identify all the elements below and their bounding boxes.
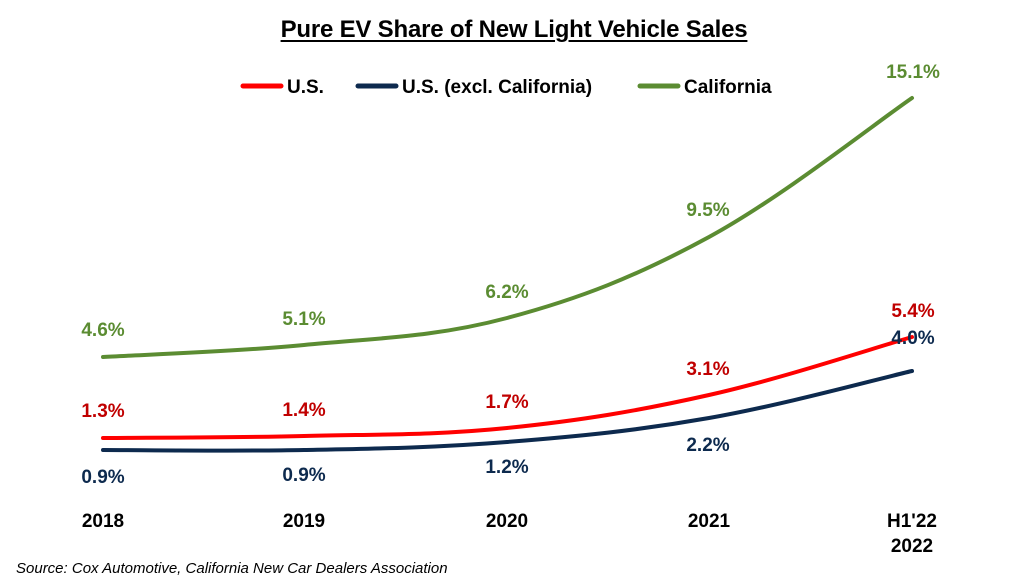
series-line-us-excl-ca xyxy=(101,369,914,453)
data-label-california: 15.1% xyxy=(886,62,940,83)
data-label-us: 5.4% xyxy=(891,301,934,322)
legend-label-us: U.S. xyxy=(287,77,324,98)
data-label-us: 1.4% xyxy=(282,400,325,421)
data-label-california: 6.2% xyxy=(485,282,528,303)
legend-label-california: California xyxy=(684,77,772,98)
data-label-us-excl-ca: 0.9% xyxy=(81,467,124,488)
x-tick-label: 2019 xyxy=(283,511,325,532)
data-label-california: 4.6% xyxy=(81,320,124,341)
data-label-us: 1.7% xyxy=(485,392,528,413)
data-label-us-excl-ca: 4.0% xyxy=(891,328,934,349)
data-label-us-excl-ca: 1.2% xyxy=(485,457,528,478)
x-tick-label: 2021 xyxy=(688,511,731,532)
x-tick-label: H1'22 2022 xyxy=(887,511,937,557)
data-label-us: 3.1% xyxy=(686,359,729,380)
data-label-us-excl-ca: 2.2% xyxy=(686,435,729,456)
series-line-california xyxy=(101,96,914,359)
series-line-us xyxy=(101,335,914,440)
legend-label-us-excl-ca: U.S. (excl. California) xyxy=(402,77,592,98)
x-tick-label: 2018 xyxy=(82,511,124,532)
chart-title: Pure EV Share of New Light Vehicle Sales xyxy=(280,16,748,43)
data-label-us-excl-ca: 0.9% xyxy=(282,465,325,486)
data-label-california: 5.1% xyxy=(282,309,325,330)
x-tick-label: 2020 xyxy=(486,511,528,532)
data-label-us: 1.3% xyxy=(81,401,124,422)
data-label-california: 9.5% xyxy=(686,200,729,221)
source-note: Source: Cox Automotive, California New C… xyxy=(16,560,448,577)
